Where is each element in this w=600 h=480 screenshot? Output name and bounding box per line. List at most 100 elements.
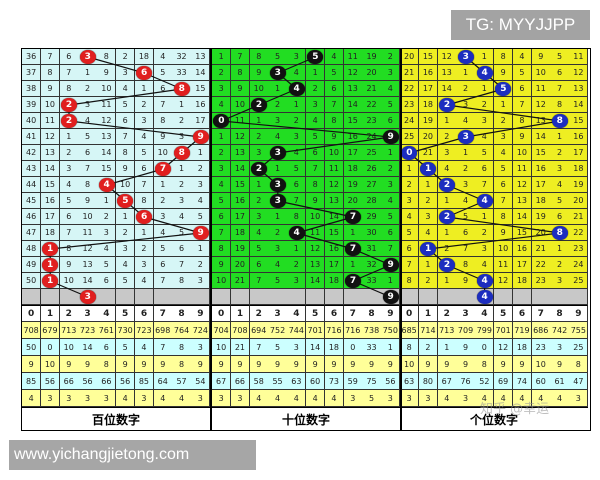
digit-header: 1 bbox=[418, 305, 439, 322]
grid-cell: 2 bbox=[418, 273, 439, 289]
grid-cell: 16 bbox=[512, 241, 533, 257]
grid-cell: 17 bbox=[230, 209, 251, 225]
stat-cell: 708 bbox=[22, 322, 42, 339]
grid-cell: 10 bbox=[40, 97, 61, 113]
grid-cell: 4 bbox=[134, 273, 155, 289]
grid-cell: 10 bbox=[212, 273, 232, 289]
grid-cell: 7 bbox=[59, 225, 79, 241]
grid-cell: 17 bbox=[40, 209, 61, 225]
grid-cell: 11 bbox=[324, 161, 345, 177]
grid-cell: 2 bbox=[116, 49, 136, 65]
grid-cell: 6 bbox=[134, 161, 155, 177]
grid-cell: 23 bbox=[569, 241, 589, 257]
grid-cell: 9 bbox=[494, 65, 514, 81]
grid-cell: 3 bbox=[475, 113, 495, 129]
stat-cell: 9 bbox=[116, 356, 136, 373]
stat-cell: 10 bbox=[212, 339, 232, 356]
grid-cell: 22 bbox=[531, 257, 551, 273]
grid-cell: 4 bbox=[418, 225, 439, 241]
grid-cell: 15 bbox=[191, 81, 211, 97]
grid-cell: 1 bbox=[418, 257, 439, 273]
grid-cell: 2 bbox=[437, 241, 457, 257]
grid-cell: 18 bbox=[418, 97, 439, 113]
grid-cell: 36 bbox=[22, 49, 42, 65]
digit-header: 2 bbox=[437, 305, 457, 322]
grid-cell: 6 bbox=[97, 273, 117, 289]
grid-cell: 4 bbox=[268, 257, 288, 273]
stat-cell: 10 bbox=[400, 356, 420, 373]
stat-cell: 3 bbox=[418, 390, 439, 407]
gray-row-cell bbox=[512, 289, 533, 305]
grid-cell: 4 bbox=[78, 113, 98, 129]
grid-cell: 1 bbox=[97, 193, 117, 209]
grid-cell: 17 bbox=[569, 145, 589, 161]
grid-cell: 6 bbox=[249, 257, 269, 273]
grid-cell: 10 bbox=[531, 65, 551, 81]
grid-cell: 41 bbox=[22, 129, 42, 145]
grid-cell: 1 bbox=[343, 257, 363, 273]
grid-cell: 18 bbox=[343, 161, 363, 177]
gray-row-cell bbox=[287, 289, 307, 305]
grid-cell: 10 bbox=[59, 273, 79, 289]
grid-cell: 5 bbox=[97, 257, 117, 273]
stat-cell: 14 bbox=[78, 339, 98, 356]
grid-cell: 45 bbox=[22, 193, 42, 209]
hit-ball: 4 bbox=[476, 274, 493, 288]
grid-cell: 9 bbox=[230, 81, 251, 97]
grid-cell: 24 bbox=[400, 113, 420, 129]
grid-cell: 9 bbox=[531, 49, 551, 65]
grid-cell: 25 bbox=[362, 145, 382, 161]
grid-cell: 6 bbox=[59, 209, 79, 225]
grid-cell: 19 bbox=[362, 49, 382, 65]
grid-cell: 15 bbox=[418, 49, 439, 65]
gray-row-cell bbox=[550, 289, 570, 305]
grid-cell: 12 bbox=[494, 273, 514, 289]
grid-cell: 1 bbox=[134, 225, 155, 241]
grid-cell: 10 bbox=[78, 209, 98, 225]
gray-row-cell bbox=[456, 289, 476, 305]
hit-ball: 8 bbox=[173, 146, 190, 160]
stat-cell: 10 bbox=[59, 339, 79, 356]
gray-row-cell bbox=[212, 289, 232, 305]
grid-cell: 7 bbox=[400, 257, 420, 273]
grid-cell: 16 bbox=[569, 129, 589, 145]
grid-cell: 4 bbox=[153, 49, 173, 65]
grid-cell: 9 bbox=[456, 273, 476, 289]
grid-cell: 7 bbox=[172, 257, 192, 273]
grid-cell: 5 bbox=[456, 209, 476, 225]
grid-cell: 1 bbox=[475, 209, 495, 225]
grid-cell: 5 bbox=[306, 129, 326, 145]
grid-cell: 8 bbox=[287, 209, 307, 225]
hit-ball: 3 bbox=[457, 50, 474, 64]
stat-cell: 9 bbox=[212, 356, 232, 373]
stat-cell: 1 bbox=[437, 339, 457, 356]
grid-cell: 7 bbox=[78, 161, 98, 177]
grid-cell: 14 bbox=[78, 273, 98, 289]
grid-cell: 3 bbox=[550, 273, 570, 289]
grid-cell: 12 bbox=[306, 241, 326, 257]
grid-cell: 11 bbox=[306, 225, 326, 241]
grid-cell: 3 bbox=[172, 193, 192, 209]
grid-cell: 20 bbox=[362, 65, 382, 81]
grid-cell: 4 bbox=[59, 177, 79, 193]
digit-header: 4 bbox=[97, 305, 117, 322]
grid-cell: 12 bbox=[531, 97, 551, 113]
section-label: 十位数字 bbox=[212, 407, 400, 430]
grid-cell: 10 bbox=[512, 145, 533, 161]
stat-cell: 63 bbox=[400, 373, 420, 390]
stat-cell: 0 bbox=[343, 339, 363, 356]
grid-cell: 20 bbox=[343, 193, 363, 209]
grid-cell: 5 bbox=[475, 145, 495, 161]
grid-cell: 8 bbox=[550, 97, 570, 113]
stat-cell: 7 bbox=[153, 339, 173, 356]
grid-cell: 4 bbox=[456, 193, 476, 209]
stat-cell: 4 bbox=[287, 390, 307, 407]
grid-cell: 38 bbox=[22, 81, 42, 97]
stat-cell: 713 bbox=[437, 322, 457, 339]
grid-cell: 9 bbox=[212, 257, 232, 273]
stat-cell: 9 bbox=[550, 356, 570, 373]
stat-cell: 701 bbox=[306, 322, 326, 339]
grid-cell: 13 bbox=[306, 257, 326, 273]
stat-cell: 686 bbox=[531, 322, 551, 339]
grid-cell: 3 bbox=[268, 113, 288, 129]
